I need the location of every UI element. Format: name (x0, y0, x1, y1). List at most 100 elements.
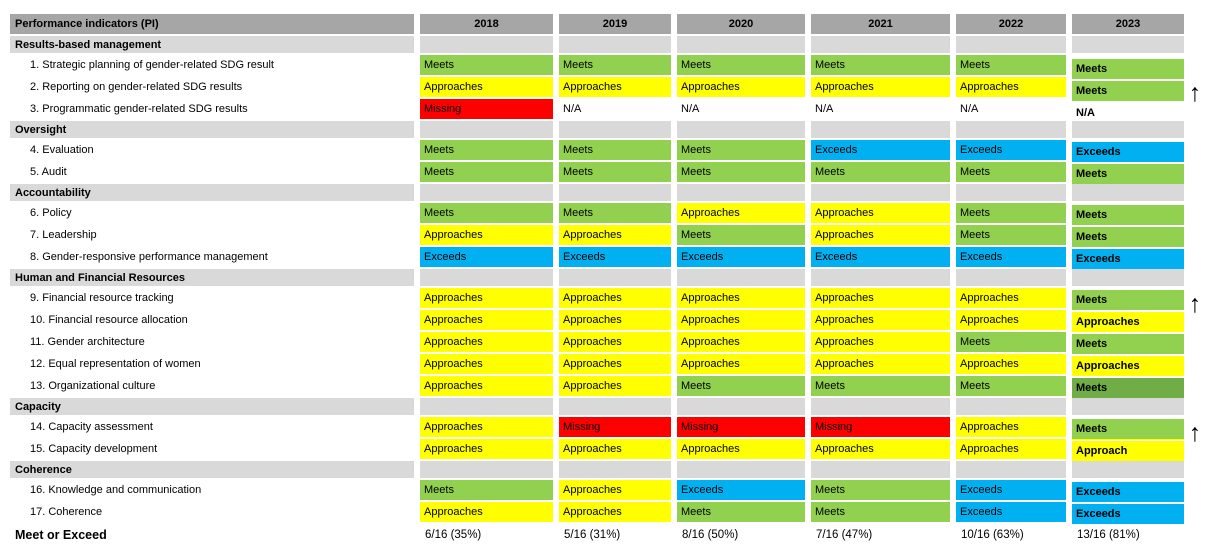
status-cell: Meets (811, 55, 950, 75)
status-cell: Meets (956, 225, 1066, 245)
section-header-spacer (420, 184, 553, 201)
status-cell: Approaches (559, 288, 671, 308)
status-text: Approaches (811, 439, 950, 459)
status-text: Exceeds (1072, 249, 1184, 269)
status-text: Approach (1072, 441, 1184, 461)
status-text: Meets (420, 55, 553, 75)
status-cell: Approaches (559, 502, 671, 522)
status-text: Approaches (559, 310, 671, 330)
status-cell: Approaches (420, 310, 553, 330)
section-header-spacer (559, 461, 671, 478)
status-text: Meets (677, 502, 805, 522)
status-cell: Exceeds (956, 140, 1066, 160)
status-cell: Approaches (420, 354, 553, 374)
summary-value: 7/16 (47%) (816, 529, 873, 541)
status-text: Approaches (956, 77, 1066, 97)
status-cell: N/A (1072, 99, 1184, 119)
status-text: Exceeds (956, 247, 1066, 267)
status-text: Exceeds (1072, 504, 1184, 524)
status-cell: Approaches (677, 439, 805, 459)
status-text: Approaches (677, 439, 805, 459)
status-cell: Approaches (956, 439, 1066, 459)
section-header-spacer (677, 36, 805, 53)
status-cell: Approaches (559, 332, 671, 352)
status-cell: Exceeds (1072, 140, 1184, 162)
status-cell: Meets (811, 376, 950, 396)
status-text: Meets (956, 376, 1066, 396)
section-header: Capacity (10, 398, 414, 415)
status-cell: Exceeds (1072, 502, 1184, 524)
status-text: Exceeds (811, 140, 950, 160)
section-header-spacer (559, 398, 671, 415)
status-text: Meets (1072, 59, 1184, 79)
status-text: Approaches (420, 439, 553, 459)
status-text: Exceeds (1072, 482, 1184, 502)
status-cell: Meets (1072, 203, 1184, 225)
table-title-header: Performance indicators (PI) (10, 14, 414, 34)
status-text: Meets (1072, 378, 1184, 398)
section-header-spacer (956, 269, 1066, 286)
status-cell: Exceeds (956, 247, 1066, 267)
status-text: Meets (1072, 164, 1184, 184)
indicator-label: 1. Strategic planning of gender-related … (10, 55, 414, 75)
status-text: Approaches (956, 417, 1066, 437)
status-text: N/A (815, 103, 834, 115)
status-text: Approaches (420, 354, 553, 374)
status-cell: Approaches (559, 354, 671, 374)
status-text: Approaches (1072, 356, 1184, 376)
section-header: Results-based management (10, 36, 414, 53)
status-cell: Approaches (559, 439, 671, 459)
status-text: Approaches (559, 225, 671, 245)
status-text: Meets (811, 502, 950, 522)
section-header-spacer (420, 461, 553, 478)
year-header-2018: 2018 (420, 14, 553, 34)
summary-value: 10/16 (63%) (961, 529, 1024, 541)
status-text: Approaches (811, 77, 950, 97)
section-header-spacer (811, 269, 950, 286)
status-text: Meets (1072, 419, 1184, 439)
status-cell: Approaches (811, 332, 950, 352)
status-cell: N/A (811, 99, 950, 119)
indicator-label: 11. Gender architecture (10, 332, 414, 352)
pi-scorecard-table: Performance indicators (PI) 2018 2019 2020 2… (10, 14, 1184, 546)
section-header-spacer (811, 36, 950, 53)
section-header-spacer (420, 269, 553, 286)
year-header-2022: 2022 (956, 14, 1066, 34)
status-text: Meets (420, 140, 553, 160)
section-header-spacer (811, 184, 950, 201)
status-text: Approaches (677, 77, 805, 97)
status-cell: Meets (1072, 332, 1184, 354)
section-header-spacer (1072, 398, 1184, 415)
status-cell: Approaches (1072, 310, 1184, 332)
status-text: Meets (677, 225, 805, 245)
status-cell: Approaches (420, 288, 553, 308)
status-text: Meets (1072, 205, 1184, 225)
status-cell: Approaches (677, 288, 805, 308)
status-text: Approaches (559, 77, 671, 97)
section-header-spacer (420, 36, 553, 53)
trend-up-arrow: ↑ (1188, 419, 1202, 447)
status-cell: Approaches (811, 354, 950, 374)
status-text: Meets (811, 480, 950, 500)
status-cell: Meets (1072, 288, 1184, 310)
section-header-spacer (559, 36, 671, 53)
status-text: Meets (677, 55, 805, 75)
status-text: Exceeds (677, 247, 805, 267)
trend-up-arrow: ↑ (1188, 290, 1202, 318)
status-cell: Approaches (956, 417, 1066, 437)
status-text: Meets (677, 140, 805, 160)
status-text: Approaches (956, 310, 1066, 330)
indicator-label: 15. Capacity development (10, 439, 414, 459)
status-cell: Meets (956, 332, 1066, 352)
indicator-label: 10. Financial resource allocation (10, 310, 414, 330)
section-header-spacer (956, 121, 1066, 138)
indicator-label: 5. Audit (10, 162, 414, 182)
status-cell: Exceeds (559, 247, 671, 267)
section-header: Accountability (10, 184, 414, 201)
status-cell: Approaches (420, 332, 553, 352)
status-text: Approaches (1072, 312, 1184, 332)
status-text: Approaches (811, 310, 950, 330)
status-text: N/A (1076, 107, 1095, 119)
status-cell: Approaches (420, 77, 553, 97)
indicator-label: 4. Evaluation (10, 140, 414, 160)
